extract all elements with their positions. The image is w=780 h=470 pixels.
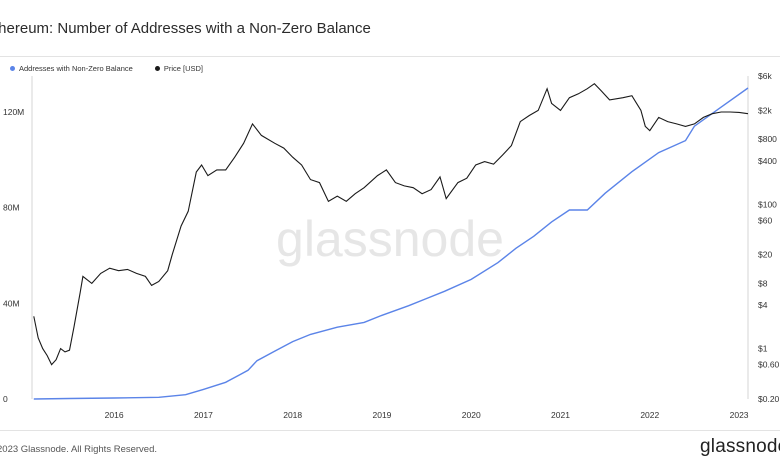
legend-label-addresses: Addresses with Non-Zero Balance (19, 64, 133, 73)
x-tick-label: 2022 (640, 410, 659, 420)
right-tick-label: $20 (758, 250, 772, 260)
x-tick-label: 2017 (194, 410, 213, 420)
legend-swatch-addresses (10, 66, 15, 71)
x-tick-label: 2019 (373, 410, 392, 420)
left-tick-label: 120M (3, 107, 24, 117)
right-tick-label: $60 (758, 215, 772, 225)
left-tick-label: 40M (3, 298, 20, 308)
right-tick-label: $1 (758, 344, 768, 354)
x-tick-label: 2018 (283, 410, 302, 420)
series-price-line (33, 82, 749, 366)
right-tick-label: $2k (758, 105, 772, 115)
right-tick-label: $4 (758, 300, 768, 310)
right-tick-label: $0.60 (758, 360, 780, 370)
legend-item-addresses[interactable]: Addresses with Non-Zero Balance (10, 64, 133, 73)
legend: Addresses with Non-Zero Balance Price [U… (10, 64, 203, 73)
right-tick-label: $8 (758, 278, 768, 288)
series-addresses-line (33, 87, 749, 400)
legend-label-price: Price [USD] (163, 64, 203, 73)
header-divider (0, 56, 780, 57)
x-tick-label: 2016 (105, 410, 124, 420)
x-tick-label: 2021 (551, 410, 570, 420)
left-axis-ticks: 0 40M 80M 120M (3, 107, 24, 404)
x-tick-label: 2020 (462, 410, 481, 420)
left-tick-label: 80M (3, 203, 20, 213)
x-tick-label: 2023 (730, 410, 749, 420)
right-tick-label: $0.20 (758, 394, 780, 404)
right-tick-label: $6k (758, 71, 772, 81)
watermark: glassnode (276, 211, 504, 267)
copyright-text: 2023 Glassnode. All Rights Reserved. (0, 444, 158, 455)
legend-swatch-price (154, 66, 160, 71)
chart-title: thereum: Number of Addresses with a Non-… (0, 20, 371, 37)
right-tick-label: $400 (758, 156, 777, 166)
left-tick-label: 0 (3, 394, 8, 404)
footer-divider (0, 430, 780, 431)
brand-logo: glassnode (700, 436, 780, 457)
right-tick-label: $800 (758, 134, 777, 144)
x-axis-ticks: 2016 2017 2018 2019 2020 2021 2022 2023 (105, 410, 749, 420)
chart-canvas: glassnode 0 40M 80M 120M $0.20 $0.60 $1 $4 $8 $2… (3, 71, 780, 420)
right-tick-label: $100 (758, 199, 777, 209)
legend-item-price[interactable]: Price [USD] (154, 64, 203, 73)
right-axis-ticks: $0.20 $0.60 $1 $4 $8 $20 $60 $100 $400 $800 $2k $6k (758, 71, 780, 404)
